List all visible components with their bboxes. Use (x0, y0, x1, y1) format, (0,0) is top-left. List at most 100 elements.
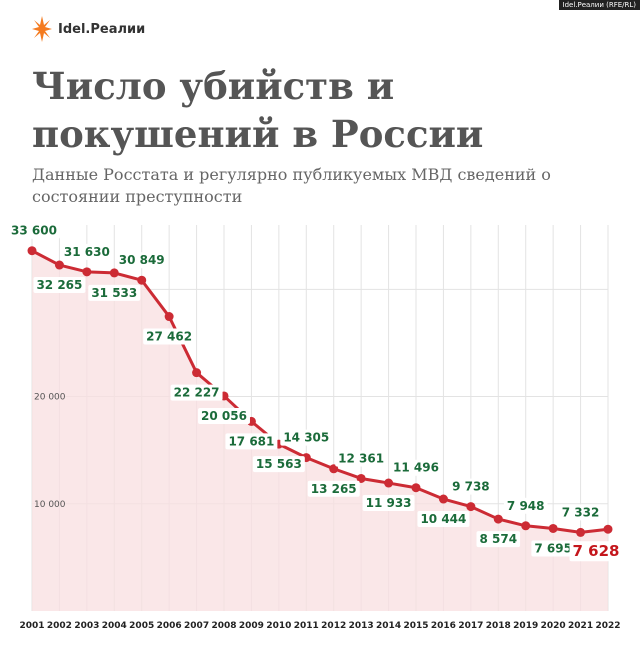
data-label-text: 20 056 (201, 409, 247, 423)
data-point-2001 (27, 246, 37, 256)
x-tick-label-2020: 2020 (541, 621, 566, 631)
data-label-text: 30 849 (119, 253, 165, 267)
x-tick-label-2008: 2008 (211, 621, 236, 631)
x-tick-label-2011: 2011 (294, 621, 319, 631)
data-point-2014 (384, 478, 394, 488)
y-tick-label: 10 000 (34, 500, 66, 510)
data-label-2008: 20 056 (198, 407, 250, 424)
data-point-2003 (82, 267, 92, 277)
x-tick-label-2009: 2009 (239, 621, 264, 631)
data-label-text: 14 305 (283, 431, 329, 445)
data-label-2020: 7 695 (531, 540, 575, 557)
x-tick-label-2014: 2014 (376, 621, 401, 631)
data-label-bg (170, 384, 223, 401)
data-label-bg (115, 252, 168, 269)
credit-badge: Idel.Реалии (RFE/RL) (558, 0, 640, 10)
data-point-2019 (521, 521, 531, 531)
data-label-bg (307, 480, 360, 497)
data-label-bg (531, 540, 575, 557)
x-tick-label-2010: 2010 (266, 621, 291, 631)
data-label-text: 15 563 (256, 457, 302, 471)
data-point-2021 (576, 527, 586, 537)
data-label-bg (88, 284, 141, 301)
x-tick-label-2002: 2002 (47, 621, 72, 631)
x-tick-labels: 2001 2002 2003 2004 2005 2006 2007 2008 2009 2010… (19, 621, 620, 631)
data-label-bg (390, 459, 442, 476)
data-label-bg (252, 456, 305, 473)
data-label-2007: 22 227 (170, 384, 223, 401)
data-label-text: 11 933 (366, 496, 412, 510)
chart-title: Число убийств и покушений в России (32, 64, 484, 156)
data-label-2018: 8 574 (476, 531, 521, 548)
asterisk-burst-icon (32, 16, 52, 42)
data-label-bg (335, 450, 388, 467)
data-label-2013: 12 361 (335, 450, 388, 467)
data-label-2006: 27 462 (143, 328, 196, 345)
data-label-text: 8 574 (479, 532, 517, 546)
data-label-text: 32 265 (36, 278, 82, 292)
data-label-2022: 7 628 (569, 541, 623, 562)
data-label-bg (476, 531, 521, 548)
x-tick-label-2006: 2006 (157, 621, 182, 631)
series-line (31, 249, 609, 534)
data-label-text: 7 948 (507, 499, 545, 513)
data-label-text: 9 738 (452, 480, 490, 494)
data-label-bg (449, 478, 493, 495)
logo-text: Idel.Реалии (58, 21, 146, 37)
x-tick-label-2021: 2021 (568, 621, 593, 631)
data-label-text: 27 462 (146, 330, 192, 344)
data-point-2005 (137, 275, 147, 285)
data-label-bg (198, 407, 250, 424)
data-label-text: 12 361 (338, 451, 384, 465)
x-tick-label-2004: 2004 (102, 621, 127, 631)
x-tick-label-2003: 2003 (74, 621, 99, 631)
data-point-2018 (493, 514, 503, 524)
data-label-2012: 13 265 (307, 480, 360, 497)
x-tick-label-2015: 2015 (403, 621, 428, 631)
data-label-text: 17 681 (228, 434, 274, 448)
x-tick-label-2007: 2007 (184, 621, 209, 631)
x-tick-label-2022: 2022 (595, 621, 620, 631)
data-label-2002: 32 265 (33, 277, 86, 294)
x-tick-label-2012: 2012 (321, 621, 346, 631)
data-label-2010: 15 563 (252, 456, 305, 473)
x-tick-label-2005: 2005 (129, 621, 154, 631)
data-label-bg (33, 277, 86, 294)
data-label-bg (280, 429, 333, 446)
data-label-bg (503, 497, 548, 514)
data-point-2007 (192, 368, 202, 378)
y-tick-label: 20 000 (34, 393, 66, 403)
data-label-2017: 9 738 (449, 478, 493, 495)
x-tick-label-2018: 2018 (486, 621, 511, 631)
data-label-2021: 7 332 (558, 504, 603, 521)
data-label-2014: 11 933 (362, 495, 415, 512)
data-label-text: 31 630 (64, 245, 110, 259)
data-label-bg (143, 328, 196, 345)
data-label-2015: 11 496 (390, 459, 442, 476)
data-label-bg (60, 243, 113, 260)
data-label-2016: 10 444 (417, 511, 470, 528)
data-point-2013 (356, 473, 366, 483)
data-label-2011: 14 305 (280, 429, 333, 446)
data-label-bg (225, 433, 278, 450)
logo: Idel.Реалии (32, 14, 145, 44)
data-point-2016 (438, 494, 448, 504)
data-labels: 33 600 32 265 31 630 31 533 30 849 27 462 22 2… (8, 222, 623, 562)
data-label-2005: 30 849 (115, 252, 168, 269)
data-point-2017 (466, 502, 476, 512)
data-label-text: 11 496 (393, 461, 439, 475)
data-point-2022 (603, 524, 613, 534)
x-tick-label-2013: 2013 (349, 621, 374, 631)
data-point-2015 (411, 483, 421, 493)
data-label-2009: 17 681 (225, 433, 278, 450)
data-label-text: 33 600 (11, 224, 57, 238)
x-tick-label-2019: 2019 (513, 621, 538, 631)
data-label-bg (569, 541, 623, 562)
data-label-text: 7 695 (534, 541, 572, 555)
data-point-2004 (109, 268, 119, 278)
data-label-text: 22 227 (174, 386, 220, 400)
data-label-2003: 31 630 (60, 243, 113, 260)
data-label-text: 13 265 (311, 482, 357, 496)
data-label-2019: 7 948 (503, 497, 548, 514)
